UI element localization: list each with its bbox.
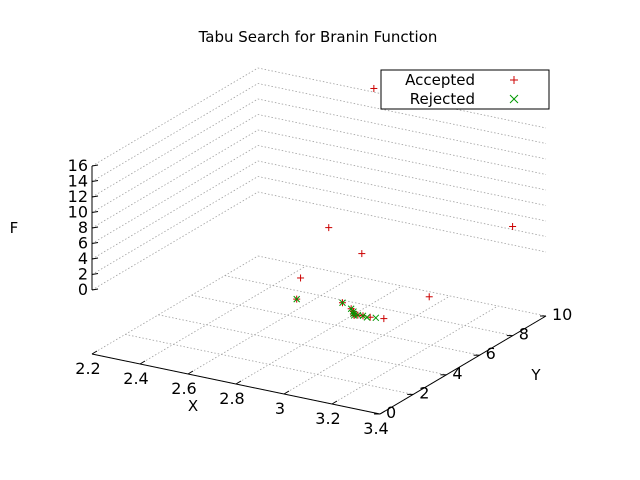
x-tick-mark: [235, 380, 242, 385]
x-tick-mark: [331, 400, 338, 405]
rejected-point: [350, 310, 357, 318]
grid-line-y: [257, 255, 547, 317]
z-tick-mark: [91, 257, 99, 260]
x-tick-mark: [379, 410, 386, 415]
grid-line-z: [91, 114, 547, 213]
legend-label-accepted: Accepted: [405, 71, 475, 89]
grid-line-x: [235, 285, 403, 385]
legend-marker-rejected: [509, 94, 519, 104]
grid-line-y: [125, 334, 414, 395]
z-tick-label: 6: [78, 234, 88, 253]
z-tick-mark: [91, 242, 99, 244]
z-tick-label: 8: [78, 218, 88, 237]
grid-line-x: [91, 255, 259, 355]
z-tick-label: 16: [68, 156, 88, 175]
x-tick-label: 2.6: [171, 379, 196, 398]
grid-line-y: [158, 314, 447, 376]
z-tick-mark: [91, 226, 99, 229]
x-axis-label: X: [188, 397, 198, 415]
x-tick-label: 3.2: [315, 409, 340, 428]
z-tick-label: 0: [78, 280, 88, 299]
grid-line-z: [91, 145, 547, 244]
x-tick-label: 2.4: [123, 369, 148, 388]
rejected-point: [372, 314, 380, 322]
z-tick-mark: [91, 164, 99, 167]
accepted-point: [380, 315, 388, 323]
y-tick-label: 0: [386, 403, 396, 422]
grid-line-z: [91, 191, 547, 291]
rejected-point: [359, 312, 367, 320]
y-axis-line: [379, 315, 547, 415]
z-tick-label: 2: [78, 265, 88, 284]
legend-label-rejected: Rejected: [410, 90, 475, 108]
accepted-point: [366, 313, 374, 321]
grid-line-z: [91, 160, 547, 260]
grid-line-y: [191, 294, 480, 356]
grid-line-z: [91, 129, 547, 229]
y-tick-label: 6: [486, 344, 496, 363]
y-tick-label: 4: [452, 364, 462, 383]
y-axis-label: Y: [530, 366, 541, 384]
y-tick-label: 8: [519, 325, 529, 344]
z-tick-mark: [91, 273, 99, 275]
accepted-point: [358, 250, 366, 258]
grid-line-x: [139, 265, 307, 365]
grid-line-z: [91, 83, 547, 182]
x-tick-mark: [283, 390, 290, 395]
legend: Accepted Rejected: [380, 69, 550, 110]
z-tick-mark: [91, 211, 99, 213]
rejected-point: [293, 295, 301, 303]
accepted-point: [425, 293, 433, 301]
grid-line-z: [91, 98, 547, 198]
grid-lines: [91, 67, 547, 415]
x-tick-mark: [91, 350, 98, 355]
z-tick-mark: [91, 195, 99, 198]
x-tick-label: 2.8: [219, 389, 244, 408]
y-tick-label: 2: [419, 383, 429, 402]
legend-marker-accepted: [510, 76, 518, 84]
legend-box: [380, 69, 550, 110]
z-axis-label: F: [10, 219, 19, 237]
y-tick-label: 10: [552, 305, 572, 324]
chart-title: Tabu Search for Branin Function: [198, 28, 438, 46]
rejected-point: [363, 314, 371, 321]
z-tick-mark: [91, 288, 99, 291]
z-tick-label: 4: [78, 249, 88, 268]
accepted-point: [509, 223, 517, 231]
grid-line-x: [283, 295, 451, 395]
data-points: [293, 84, 517, 323]
x-tick-label: 3: [275, 399, 285, 418]
grid-line-x: [187, 275, 355, 375]
accepted-point: [370, 84, 378, 92]
accepted-point: [297, 274, 305, 282]
x-tick-label: 2.2: [75, 359, 100, 378]
grid-line-x: [331, 305, 499, 405]
x-tick-mark: [139, 360, 146, 365]
z-tick-label: 10: [68, 203, 88, 222]
rejected-point: [339, 299, 346, 307]
grid-line-z: [91, 176, 547, 275]
z-tick-label: 12: [68, 187, 88, 206]
z-tick-mark: [91, 180, 99, 182]
grid-line-y: [224, 275, 513, 336]
x-tick-label: 3.4: [363, 419, 388, 438]
axes: [91, 164, 547, 415]
accepted-point: [325, 224, 333, 232]
z-tick-label: 14: [68, 172, 88, 191]
x-tick-mark: [187, 370, 194, 375]
